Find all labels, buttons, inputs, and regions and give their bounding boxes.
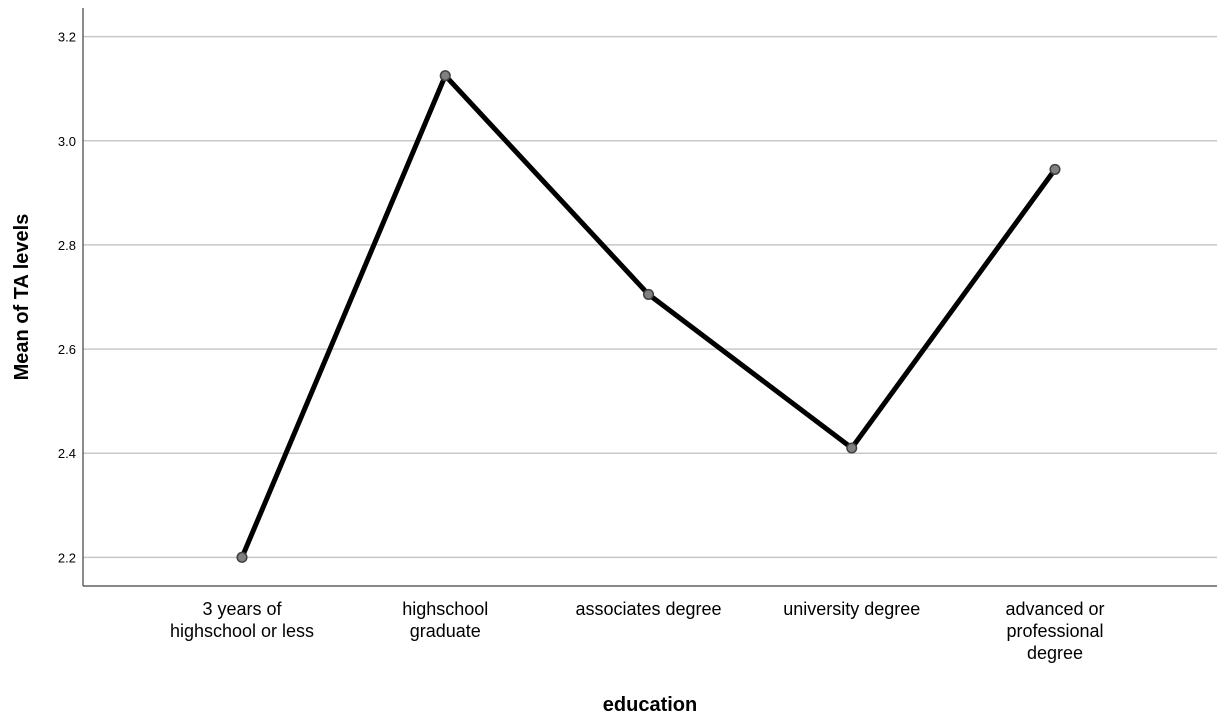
x-category-label-line: highschool or less	[170, 621, 314, 641]
data-point	[846, 442, 858, 454]
x-category-label-line: degree	[1027, 643, 1083, 663]
x-axis-title: education	[603, 694, 697, 716]
x-category-label: advanced or professional degree	[1005, 599, 1104, 663]
x-category-label-line: graduate	[410, 621, 481, 641]
y-tick-label: 2.8	[58, 238, 76, 253]
x-category-label: 3 years of highschool or less	[170, 599, 314, 641]
x-category-label-line: associates degree	[575, 599, 721, 619]
gridlines	[83, 35, 1217, 559]
y-tick-label: 2.6	[58, 342, 76, 357]
data-point	[236, 551, 248, 563]
x-category-label-line: professional	[1006, 621, 1103, 641]
x-category-label: associates degree	[575, 599, 721, 619]
x-category-label: highschool graduate	[402, 599, 488, 641]
x-category-label-line: university degree	[783, 599, 920, 619]
y-tick-labels: 2.2 2.4 2.6 2.8 3.0 3.2	[58, 30, 76, 566]
y-tick-label: 3.0	[58, 134, 76, 149]
data-point	[1049, 163, 1061, 175]
x-category-label: university degree	[783, 599, 920, 619]
series-mean-ta-levels	[236, 70, 1061, 563]
series-line	[239, 71, 1058, 560]
data-point	[642, 288, 655, 300]
x-category-labels: 3 years of highschool or less highschool gr…	[170, 599, 1105, 663]
data-point	[439, 70, 451, 82]
y-axis-title: Mean of TA levels	[11, 214, 33, 381]
axes	[82, 8, 1217, 587]
x-category-label-line: advanced or	[1005, 599, 1104, 619]
y-tick-label: 3.2	[58, 30, 76, 45]
x-category-label-line: highschool	[402, 599, 488, 619]
y-tick-label: 2.2	[58, 550, 76, 565]
y-tick-label: 2.4	[58, 446, 76, 461]
x-category-label-line: 3 years of	[202, 599, 282, 619]
